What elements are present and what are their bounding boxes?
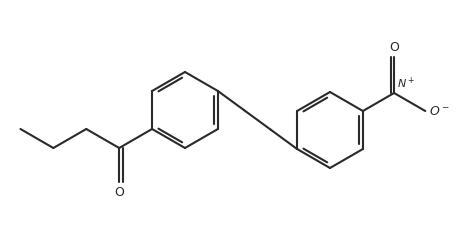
Text: O: O <box>389 41 399 54</box>
Text: O: O <box>114 186 124 199</box>
Text: $N^+$: $N^+$ <box>397 76 415 91</box>
Text: $O^-$: $O^-$ <box>429 104 450 118</box>
